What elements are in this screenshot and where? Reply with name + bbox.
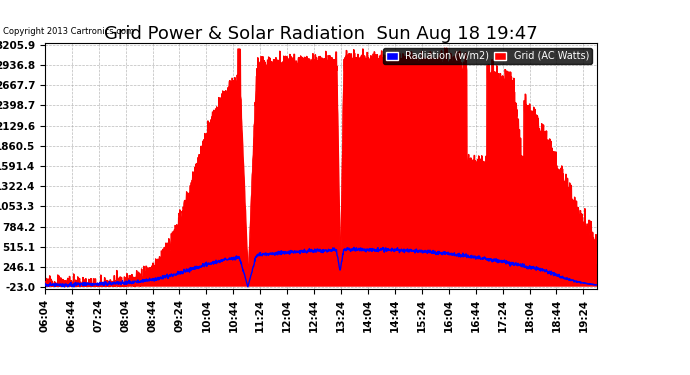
Text: Copyright 2013 Cartronics.com: Copyright 2013 Cartronics.com: [3, 27, 135, 36]
Legend: Radiation (w/m2), Grid (AC Watts): Radiation (w/m2), Grid (AC Watts): [383, 48, 592, 64]
Title: Grid Power & Solar Radiation  Sun Aug 18 19:47: Grid Power & Solar Radiation Sun Aug 18 …: [104, 25, 538, 43]
